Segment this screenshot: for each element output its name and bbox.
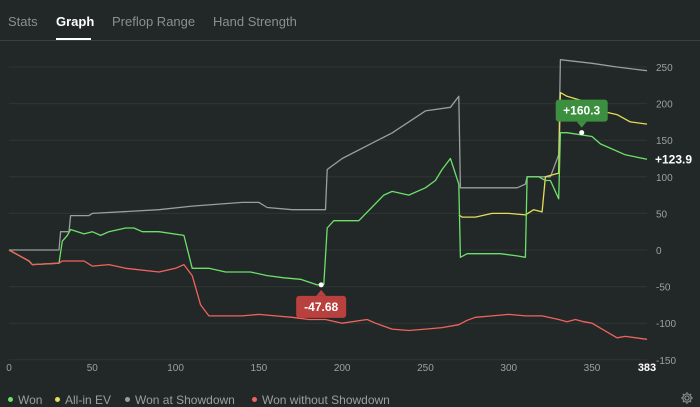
x-end-label: 383 xyxy=(638,362,656,374)
callout-high-pointer xyxy=(576,121,587,128)
legend-dot-won-at-showdown xyxy=(125,397,130,403)
legend-item-won[interactable]: Won xyxy=(8,393,42,407)
x-tick-label: 50 xyxy=(87,363,99,374)
series-line-won-at-showdown xyxy=(9,59,648,251)
callout-low-label: -47.68 xyxy=(304,300,338,314)
callout-high-label: +160.3 xyxy=(563,104,600,118)
legend-label-won-without-showdown: Won without Showdown xyxy=(262,393,390,407)
tab-stats[interactable]: Stats xyxy=(8,14,38,29)
x-tick-label: 300 xyxy=(500,363,517,374)
x-tick-label: 200 xyxy=(334,363,351,374)
y-tick-label: 100 xyxy=(656,173,673,184)
y-tick-label: 50 xyxy=(656,209,668,220)
point-marker-high xyxy=(579,130,585,136)
legend-item-allin-ev[interactable]: All-in EV xyxy=(55,393,111,407)
tab-graph[interactable]: Graph xyxy=(56,14,95,29)
active-tab-indicator xyxy=(56,38,91,40)
end-value-label: +123.9 xyxy=(655,152,692,166)
profit-graph: 300 250 200 150 100 50 0 -50 -100 -150 0 50 100 150 20… xyxy=(6,59,692,374)
legend-item-won-without-showdown[interactable]: Won without Showdown xyxy=(252,393,390,407)
legend-dot-won xyxy=(8,397,13,403)
legend-dot-won-without-showdown xyxy=(252,397,257,403)
tab-bar: Stats Graph Preflop Range Hand Strength xyxy=(0,0,700,41)
x-tick-label: 0 xyxy=(6,363,12,374)
callout-low-pointer xyxy=(316,289,327,296)
series-line-won xyxy=(8,132,648,286)
y-tick-label: 200 xyxy=(656,100,673,111)
point-marker-low xyxy=(318,282,324,288)
x-tick-label: 150 xyxy=(251,363,268,374)
series-line-won-without-showdown xyxy=(8,249,648,340)
callout-high-box xyxy=(555,99,608,122)
gear-icon[interactable] xyxy=(680,391,694,405)
legend-label-won: Won xyxy=(18,393,43,407)
legend-label-won-at-showdown: Won at Showdown xyxy=(135,393,235,407)
tab-preflop-range[interactable]: Preflop Range xyxy=(112,14,196,29)
x-tick-label: 350 xyxy=(584,363,601,374)
y-tick-label: -100 xyxy=(656,319,676,330)
series-line-allin-ev xyxy=(458,91,648,218)
y-tick-label: 0 xyxy=(656,246,662,257)
x-tick-label: 250 xyxy=(417,363,434,374)
tab-hand-strength[interactable]: Hand Strength xyxy=(213,14,297,29)
chart-legend: Won All-in EV Won at Showdown Won withou… xyxy=(0,390,700,407)
legend-item-won-at-showdown[interactable]: Won at Showdown xyxy=(125,393,235,407)
y-tick-label: -50 xyxy=(656,283,671,294)
y-tick-label: 150 xyxy=(656,136,673,147)
y-tick-label: -150 xyxy=(656,356,676,367)
x-tick-label: 100 xyxy=(167,363,184,374)
callout-low-box xyxy=(296,295,347,318)
y-tick-label: 250 xyxy=(656,63,673,74)
legend-label-allin-ev: All-in EV xyxy=(65,393,112,407)
legend-dot-allin-ev xyxy=(55,397,60,403)
